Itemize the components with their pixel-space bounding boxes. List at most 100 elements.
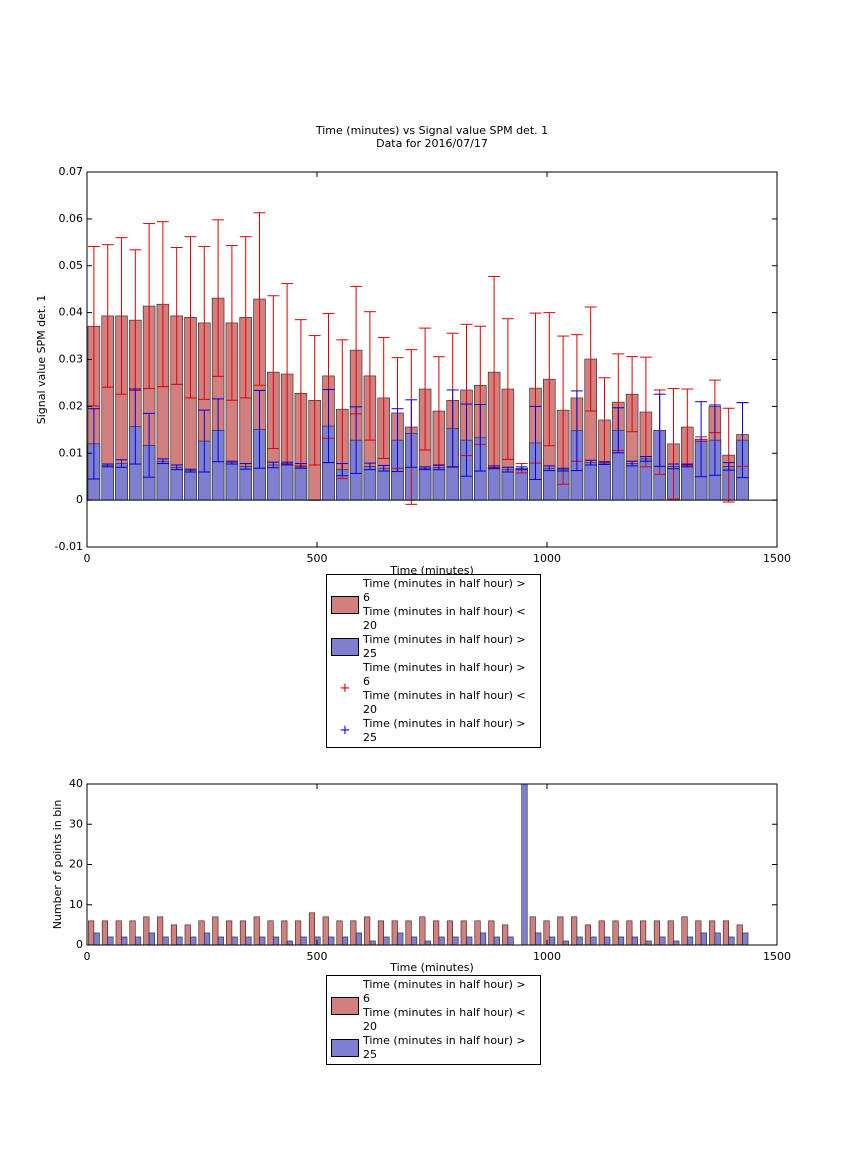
- bar: [433, 920, 440, 946]
- bar: [488, 920, 495, 946]
- bar: [487, 467, 501, 501]
- error-bar: [460, 403, 473, 477]
- bar: [286, 940, 293, 946]
- legend-entry: + Time (minutes in half hour) > 25: [331, 717, 536, 745]
- bar: [204, 932, 211, 946]
- bar: [410, 936, 418, 946]
- bar: [350, 920, 357, 946]
- bar: [170, 924, 177, 946]
- y-tick-label: 10: [69, 898, 83, 911]
- legend-swatch: [331, 997, 359, 1015]
- bar: [722, 920, 729, 946]
- legend-entry: Time (minutes in half hour) > 25: [331, 1034, 536, 1062]
- y-axis-label: Number of points in bin: [51, 800, 64, 930]
- error-bar: [281, 461, 294, 466]
- error-bar: [212, 219, 225, 377]
- bar: [653, 920, 660, 946]
- bar: [190, 936, 197, 946]
- error-bar: [639, 456, 652, 462]
- legend-entry: + Time (minutes in half hour) > 6 Time (m…: [331, 661, 536, 717]
- bar: [709, 920, 716, 946]
- bar: [143, 916, 150, 946]
- bar: [267, 464, 280, 501]
- error-bar: [294, 463, 307, 469]
- bar: [377, 467, 390, 501]
- bar: [695, 920, 702, 946]
- error-bar: [584, 306, 597, 412]
- bar: [239, 466, 252, 501]
- error-bar: [570, 390, 583, 472]
- bar: [148, 932, 155, 946]
- error-bar: [225, 245, 238, 401]
- bar: [640, 920, 647, 946]
- error-bar: [653, 393, 666, 467]
- bar: [617, 936, 625, 946]
- y-tick-label: 0.04: [59, 306, 84, 319]
- bar: [535, 932, 542, 946]
- bar: [419, 916, 426, 946]
- bar: [576, 936, 583, 946]
- bar: [598, 462, 611, 501]
- bar: [364, 916, 371, 946]
- bar: [543, 467, 556, 501]
- bar: [681, 465, 694, 501]
- bar: [529, 916, 536, 946]
- error-bar: [101, 244, 114, 388]
- error-bar: [474, 404, 487, 472]
- bar: [336, 920, 343, 946]
- y-tick-label: 0: [76, 493, 83, 506]
- error-bar: [584, 459, 597, 466]
- error-bar: [626, 460, 639, 467]
- bar: [598, 920, 605, 946]
- x-tick-label: 500: [307, 950, 328, 963]
- error-bar: [363, 311, 376, 441]
- bar: [295, 920, 302, 946]
- error-bar: [225, 460, 238, 465]
- bar: [115, 463, 128, 501]
- bar: [157, 916, 164, 946]
- bar: [212, 916, 219, 946]
- bar: [557, 916, 564, 946]
- bar: [383, 936, 390, 946]
- bar: [700, 932, 707, 946]
- legend-entry: Time (minutes in half hour) > 25: [331, 633, 536, 661]
- x-tick-label: 0: [84, 552, 91, 565]
- error-bar: [239, 463, 252, 470]
- bar: [225, 462, 239, 501]
- bar: [466, 936, 473, 946]
- bar: [625, 463, 639, 501]
- bar: [198, 920, 205, 946]
- bar: [667, 920, 674, 946]
- bar: [239, 920, 246, 946]
- bar: [363, 466, 377, 501]
- error-bar: [350, 406, 363, 474]
- x-tick-label: 500: [307, 552, 328, 565]
- bar: [226, 920, 233, 946]
- bar: [659, 936, 666, 946]
- error-bar: [488, 465, 501, 470]
- bar: [502, 924, 509, 946]
- bar: [245, 936, 252, 946]
- bar: [121, 936, 128, 946]
- bar: [93, 932, 100, 946]
- bar: [272, 936, 280, 946]
- bar: [673, 940, 680, 946]
- error-bar: [253, 212, 266, 386]
- error-bar: [184, 468, 197, 473]
- bar: [548, 936, 556, 946]
- legend-swatch: [331, 638, 359, 656]
- bar: [452, 936, 459, 946]
- legend-swatch: +: [339, 723, 351, 738]
- bar: [681, 916, 688, 946]
- bar: [170, 467, 183, 501]
- error-bar: [377, 464, 390, 472]
- error-bar: [419, 466, 432, 471]
- bar: [253, 916, 260, 946]
- error-bar: [446, 389, 459, 468]
- bar: [280, 463, 294, 501]
- legend-swatch: [331, 1039, 359, 1057]
- bar: [424, 940, 431, 946]
- bar: [612, 920, 619, 946]
- bar: [507, 936, 514, 946]
